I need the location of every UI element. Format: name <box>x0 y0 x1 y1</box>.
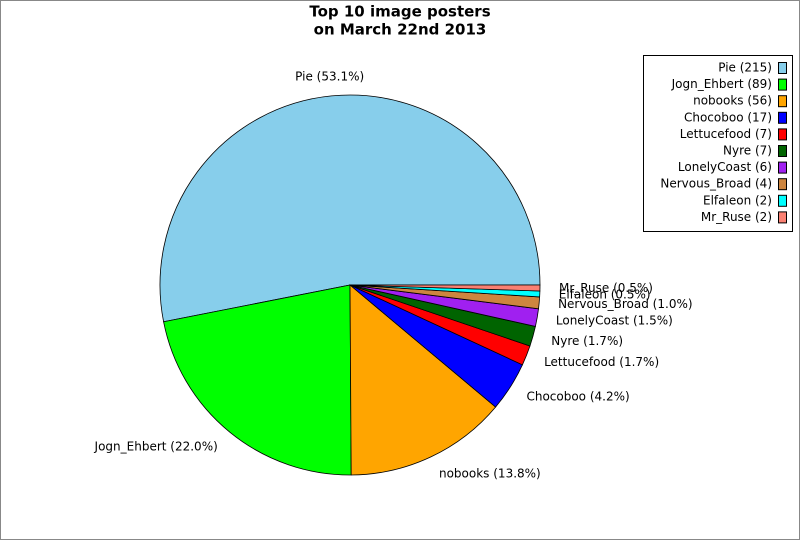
legend-swatch <box>778 194 787 207</box>
pie-slice <box>349 284 541 292</box>
slice-label: Mr_Ruse (0.5%) <box>559 281 653 295</box>
legend-swatch <box>778 178 787 191</box>
slice-label: Elfaleon (0.5%) <box>559 287 651 301</box>
legend-label: LonelyCoast (6) <box>678 160 772 174</box>
legend-label: Nervous_Broad (4) <box>660 177 772 191</box>
slice-label: Nyre (1.7%) <box>551 334 623 348</box>
legend-label: Pie (215) <box>718 61 772 75</box>
legend-swatch <box>778 211 787 224</box>
slice-label: Jogn_Ehbert (22.0%) <box>94 439 218 453</box>
legend-swatch <box>778 111 787 124</box>
legend-label: Nyre (7) <box>723 144 772 158</box>
legend-swatch <box>778 78 787 91</box>
legend-label: Jogn_Ehbert (89) <box>671 77 772 91</box>
legend-label: Elfaleon (2) <box>703 193 772 207</box>
legend-box <box>643 55 793 232</box>
legend-swatch <box>778 128 787 141</box>
legend-swatch <box>778 62 787 74</box>
slice-label: Pie (53.1%) <box>295 69 364 83</box>
pie-slice <box>159 94 541 323</box>
slice-label: Lettucefood (1.7%) <box>544 355 659 369</box>
pie-slice <box>349 284 497 476</box>
slice-label: Nervous_Broad (1.0%) <box>558 297 692 311</box>
legend-swatch <box>778 161 787 174</box>
chart-title: Top 10 image posters <box>309 3 490 21</box>
slice-label: Chocoboo (4.2%) <box>526 389 629 403</box>
slice-label: LonelyCoast (1.5%) <box>556 313 673 327</box>
legend-label: nobooks (56) <box>693 94 772 108</box>
legend-swatch <box>778 95 787 108</box>
legend-swatch <box>778 145 787 157</box>
legend-label: Lettucefood (7) <box>680 127 772 141</box>
chart-subtitle: on March 22nd 2013 <box>314 21 487 39</box>
legend-label: Chocoboo (17) <box>684 110 772 124</box>
slice-label: nobooks (13.8%) <box>439 467 541 481</box>
pie-slice <box>163 284 352 476</box>
legend-label: Mr_Ruse (2) <box>701 210 772 224</box>
